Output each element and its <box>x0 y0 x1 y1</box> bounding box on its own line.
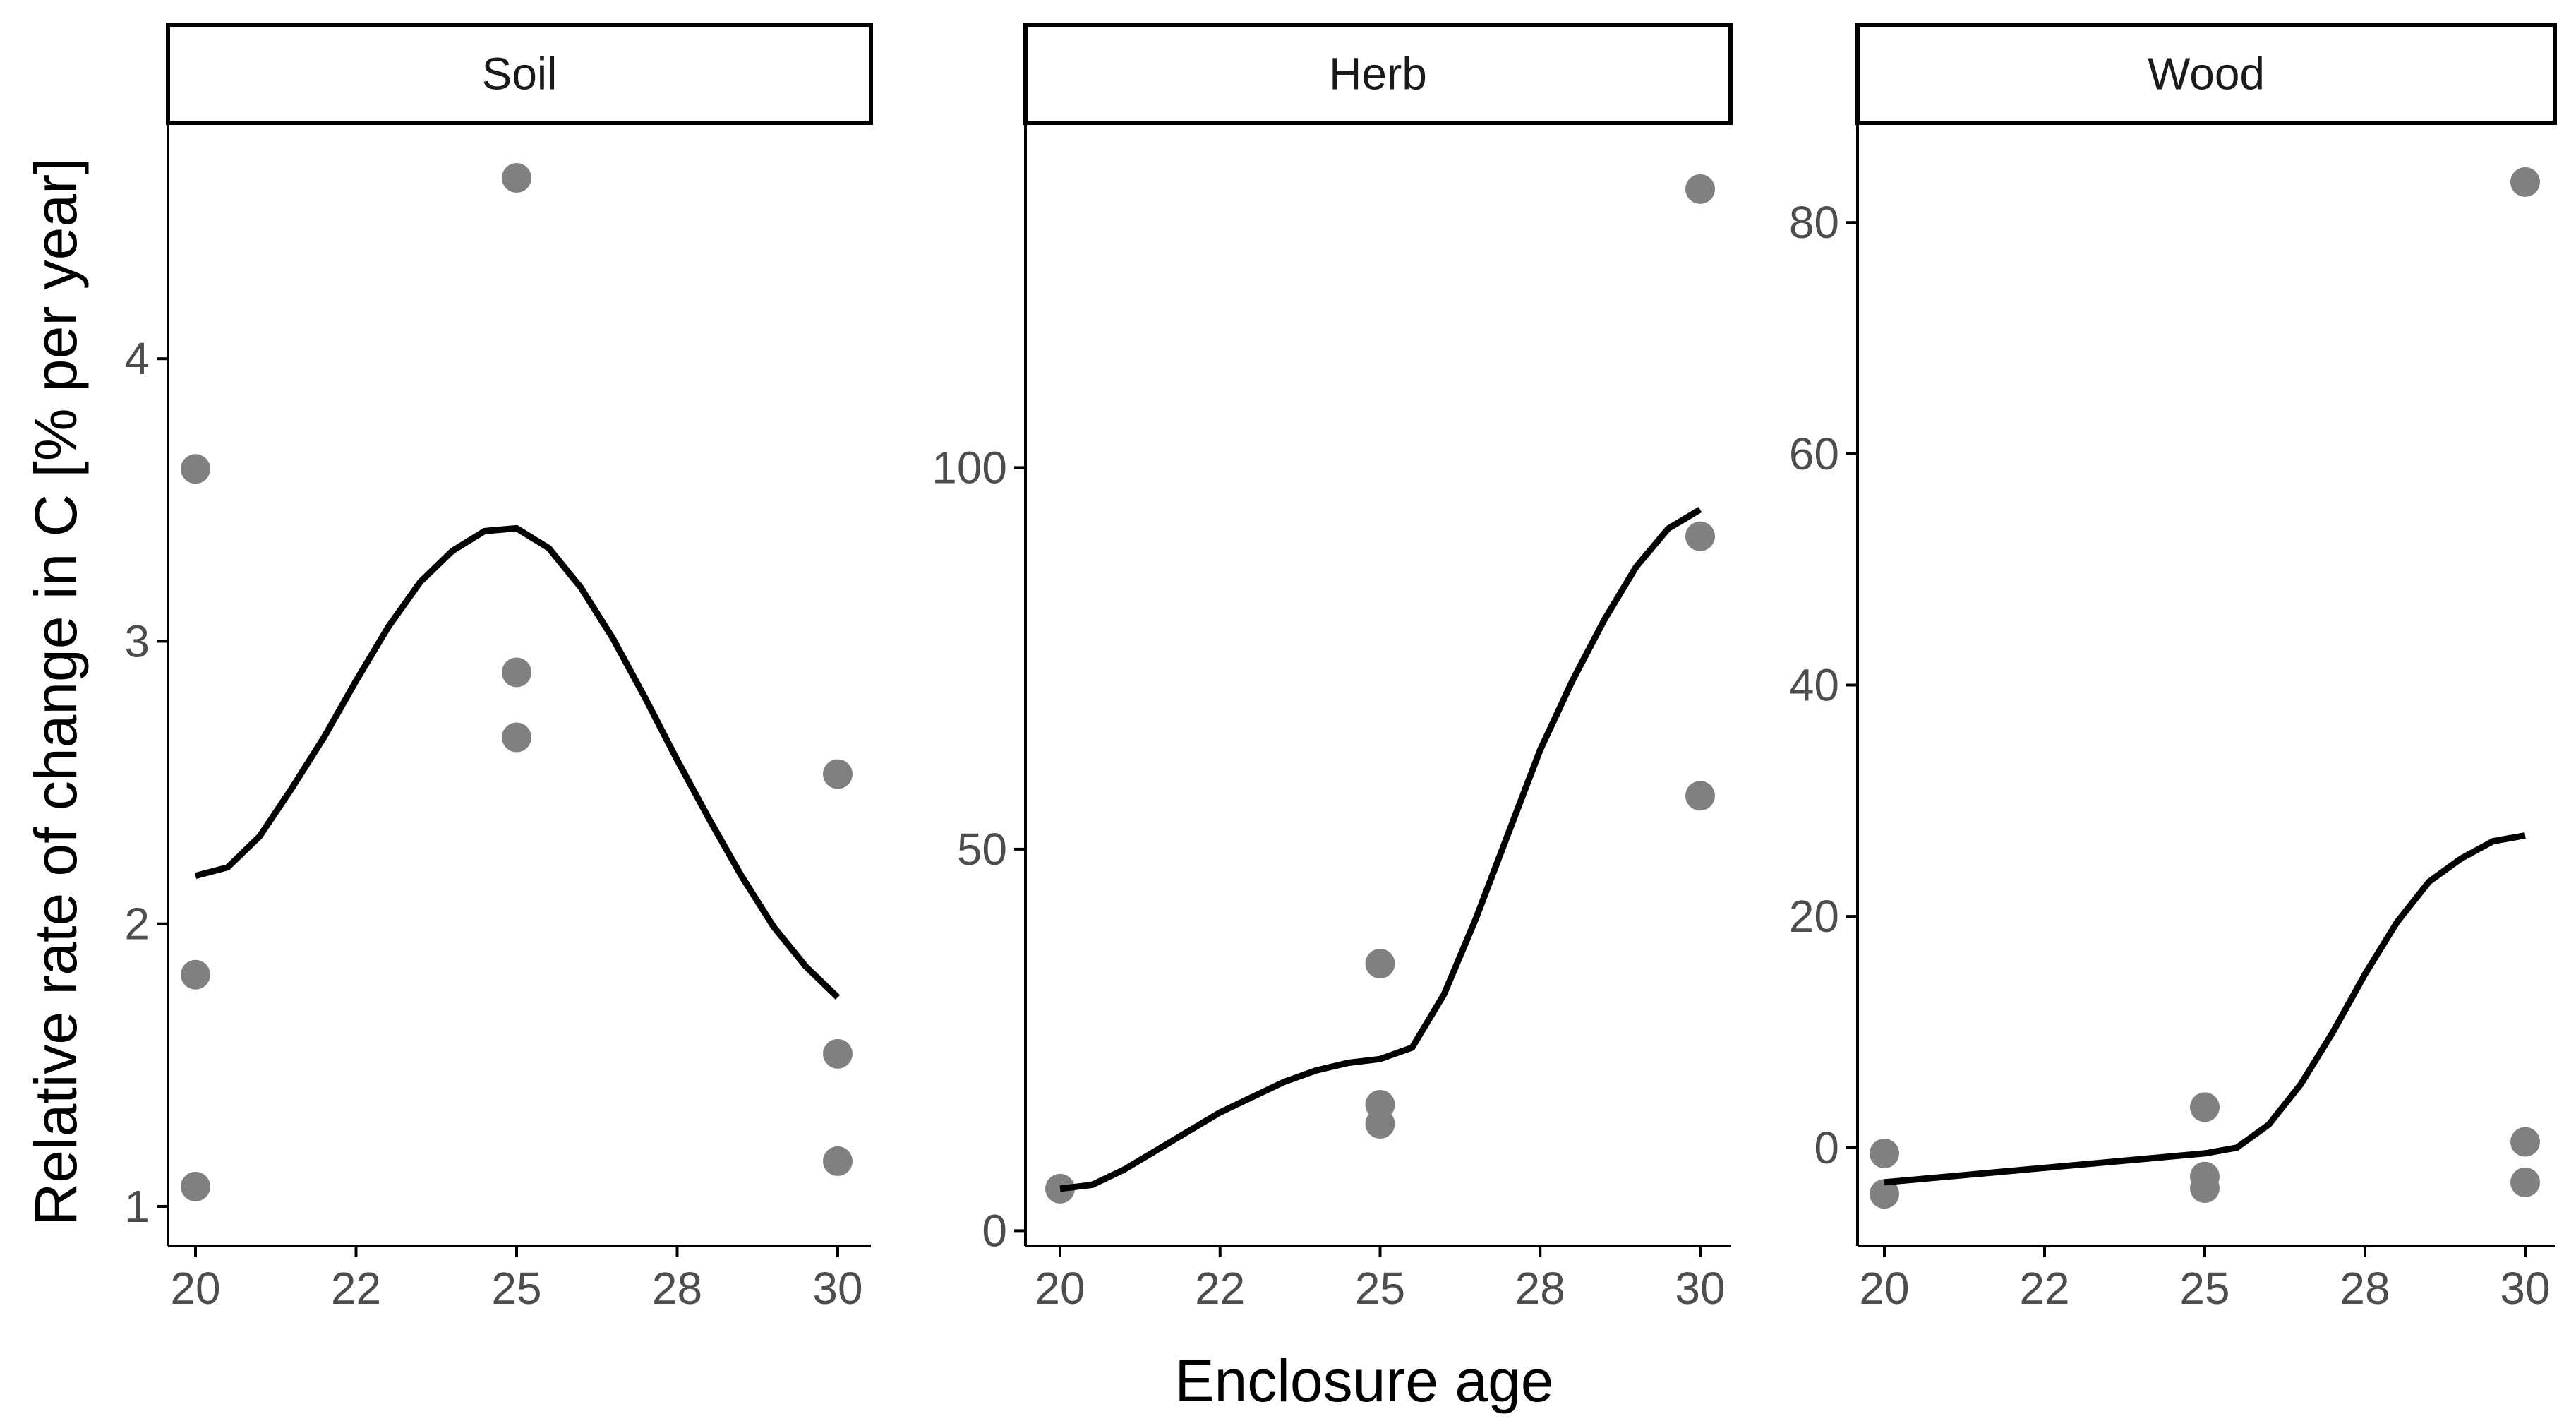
y-tick-label-wood: 40 <box>1789 660 1839 711</box>
y-tick-label-soil: 2 <box>124 899 150 949</box>
data-point-herb <box>1045 1173 1075 1204</box>
x-tick-label-herb: 20 <box>1035 1263 1085 1314</box>
y-axis-title: Relative rate of change in C [% per year… <box>23 158 89 1226</box>
y-tick-label-herb: 100 <box>932 442 1007 493</box>
data-point-soil <box>181 1171 210 1201</box>
x-tick-label-wood: 22 <box>2019 1263 2069 1314</box>
data-point-wood <box>2190 1092 2220 1122</box>
data-point-wood <box>2510 167 2540 197</box>
x-tick-label-soil: 22 <box>331 1263 381 1314</box>
data-point-wood <box>1870 1179 1899 1209</box>
panel-soil: Soil 1 2 3 4 20 22 25 28 30 <box>124 23 873 1314</box>
x-tick-label-herb: 28 <box>1515 1263 1565 1314</box>
x-tick-label-soil: 28 <box>652 1263 702 1314</box>
data-point-soil <box>823 759 853 789</box>
x-tick-label-wood: 20 <box>1859 1263 1909 1314</box>
x-tick-label-wood: 30 <box>2500 1263 2550 1314</box>
data-point-soil <box>823 1038 853 1069</box>
y-tick-label-wood: 0 <box>1814 1122 1839 1173</box>
data-point-wood <box>2510 1167 2540 1197</box>
data-point-soil <box>181 959 210 990</box>
facet-title-soil: Soil <box>482 49 558 100</box>
data-point-herb <box>1685 521 1715 551</box>
facet-strip-soil <box>166 23 873 125</box>
y-tick-label-herb: 0 <box>982 1205 1007 1256</box>
data-point-herb <box>1685 174 1715 204</box>
x-axis-title: Enclosure age <box>1174 1348 1553 1414</box>
x-tick-label-wood: 28 <box>2340 1263 2390 1314</box>
facet-title-herb: Herb <box>1329 49 1427 100</box>
y-tick-label-soil: 1 <box>124 1181 150 1232</box>
y-tick-label-wood: 60 <box>1789 428 1839 479</box>
panel-wood: Wood 0 20 40 60 80 20 22 25 28 30 <box>1789 23 2557 1314</box>
data-point-herb <box>1365 1109 1395 1139</box>
smooth-line-wood <box>1884 832 2526 1186</box>
x-tick-label-herb: 25 <box>1355 1263 1405 1314</box>
x-tick-label-soil: 30 <box>812 1263 862 1314</box>
data-point-herb <box>1685 781 1715 811</box>
x-tick-label-soil: 25 <box>491 1263 541 1314</box>
facet-title-wood: Wood <box>2148 49 2265 100</box>
y-tick-label-wood: 80 <box>1789 197 1839 248</box>
x-tick-label-herb: 30 <box>1675 1263 1725 1314</box>
data-point-soil <box>502 657 531 688</box>
data-point-wood <box>2510 1127 2540 1157</box>
data-point-herb <box>1365 949 1395 979</box>
x-tick-label-herb: 22 <box>1195 1263 1245 1314</box>
smooth-line-soil <box>194 524 841 1000</box>
x-tick-label-wood: 25 <box>2179 1263 2229 1314</box>
data-point-soil <box>823 1146 853 1176</box>
y-tick-label-soil: 3 <box>124 616 150 666</box>
data-point-soil <box>502 722 531 753</box>
y-tick-label-herb: 50 <box>957 824 1007 875</box>
x-tick-label-soil: 20 <box>170 1263 220 1314</box>
facet-strip-herb <box>1023 23 1733 125</box>
y-tick-label-wood: 20 <box>1789 891 1839 942</box>
data-point-soil <box>502 163 531 193</box>
data-point-wood <box>1870 1138 1899 1168</box>
y-tick-label-soil: 4 <box>124 333 150 384</box>
data-point-wood <box>2190 1173 2220 1204</box>
data-point-soil <box>181 454 210 484</box>
facet-strip-wood <box>1855 23 2557 125</box>
panel-herb: Herb 0 50 100 20 22 25 28 30 <box>932 23 1733 1314</box>
smooth-line-herb <box>1059 507 1702 1192</box>
